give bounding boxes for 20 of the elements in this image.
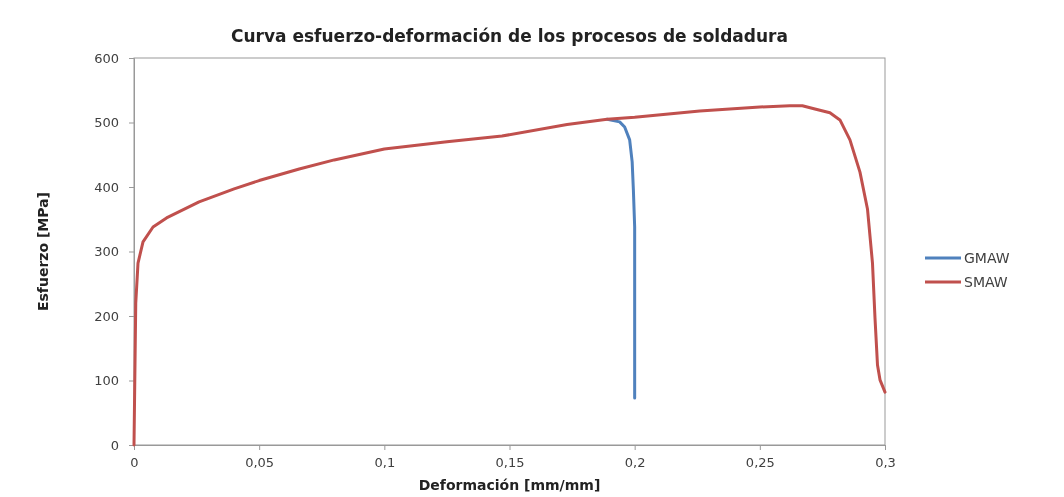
x-tick-label: 0 xyxy=(130,455,139,471)
y-tick-label: 200 xyxy=(94,308,119,324)
x-tick-label: 0,25 xyxy=(745,455,775,471)
y-tick-label: 600 xyxy=(94,50,119,66)
line-series xyxy=(132,104,887,447)
chart-title: Curva esfuerzo-deformación de los procesos de soldadura xyxy=(231,26,788,46)
y-tick-label: 300 xyxy=(94,244,119,260)
y-tick-label: 100 xyxy=(94,373,119,389)
x-tick-label: 0,15 xyxy=(495,455,525,471)
y-tick-label: 0 xyxy=(110,437,119,453)
y-tick-label: 500 xyxy=(94,115,119,131)
x-tick-label: 0,05 xyxy=(245,455,275,471)
x-tick-label: 0,1 xyxy=(374,455,396,471)
y-tick-label: 400 xyxy=(94,179,119,195)
x-tick-label: 0,2 xyxy=(624,455,646,471)
x-axis-title: Deformación [mm/mm] xyxy=(418,477,601,493)
y-axis-title: Esfuerzo [MPa] xyxy=(35,191,51,312)
x-tick-label: 0,3 xyxy=(875,455,896,471)
legend-label: SMAW xyxy=(964,274,1008,290)
legend-label: GMAW xyxy=(964,250,1010,266)
